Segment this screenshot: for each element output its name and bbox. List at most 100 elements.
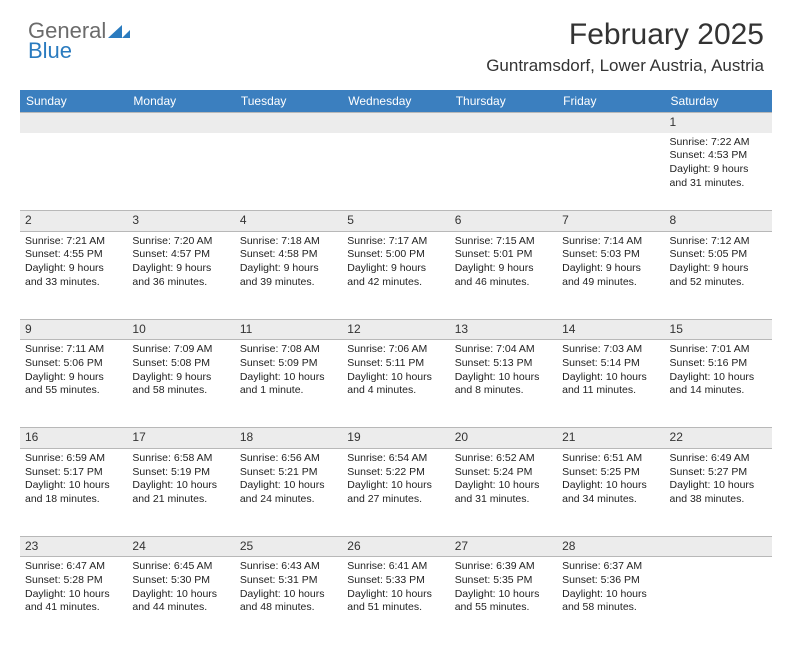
day-dl1: Daylight: 10 hours	[25, 479, 122, 493]
day-number	[235, 113, 342, 133]
day-number	[665, 536, 772, 557]
day-sunrise: Sunrise: 6:49 AM	[670, 452, 767, 466]
day-dl1: Daylight: 9 hours	[455, 262, 552, 276]
day-number: 20	[450, 428, 557, 449]
day-cell: Sunrise: 7:08 AMSunset: 5:09 PMDaylight:…	[235, 340, 342, 428]
day-dl2: and 14 minutes.	[670, 384, 767, 398]
day-sunrise: Sunrise: 6:41 AM	[347, 560, 444, 574]
day-cell: Sunrise: 6:43 AMSunset: 5:31 PMDaylight:…	[235, 557, 342, 645]
day-number: 2	[20, 211, 127, 232]
title-block: February 2025 Guntramsdorf, Lower Austri…	[486, 18, 764, 76]
day-sunrise: Sunrise: 6:56 AM	[240, 452, 337, 466]
day-dl1: Daylight: 9 hours	[347, 262, 444, 276]
day-cell: Sunrise: 7:21 AMSunset: 4:55 PMDaylight:…	[20, 231, 127, 319]
day-number: 1	[665, 113, 772, 133]
day-dl2: and 51 minutes.	[347, 601, 444, 615]
day-sunrise: Sunrise: 6:43 AM	[240, 560, 337, 574]
day-dl1: Daylight: 10 hours	[132, 588, 229, 602]
day-dl1: Daylight: 10 hours	[132, 479, 229, 493]
day-sunrise: Sunrise: 7:06 AM	[347, 343, 444, 357]
day-number: 8	[665, 211, 772, 232]
day-dl1: Daylight: 10 hours	[455, 479, 552, 493]
day-cell	[450, 133, 557, 211]
day-cell: Sunrise: 6:49 AMSunset: 5:27 PMDaylight:…	[665, 448, 772, 536]
day-sunrise: Sunrise: 6:59 AM	[25, 452, 122, 466]
day-dl2: and 41 minutes.	[25, 601, 122, 615]
day-cell: Sunrise: 6:59 AMSunset: 5:17 PMDaylight:…	[20, 448, 127, 536]
day-dl2: and 55 minutes.	[455, 601, 552, 615]
day-cell: Sunrise: 7:18 AMSunset: 4:58 PMDaylight:…	[235, 231, 342, 319]
day-number: 3	[127, 211, 234, 232]
day-cell	[127, 133, 234, 211]
day-cell: Sunrise: 6:56 AMSunset: 5:21 PMDaylight:…	[235, 448, 342, 536]
day-sunset: Sunset: 5:31 PM	[240, 574, 337, 588]
week-row: Sunrise: 7:21 AMSunset: 4:55 PMDaylight:…	[20, 231, 772, 319]
day-number: 17	[127, 428, 234, 449]
day-number: 26	[342, 536, 449, 557]
day-dl2: and 1 minute.	[240, 384, 337, 398]
day-sunset: Sunset: 5:17 PM	[25, 466, 122, 480]
day-dl1: Daylight: 10 hours	[455, 588, 552, 602]
day-dl1: Daylight: 9 hours	[562, 262, 659, 276]
day-cell: Sunrise: 7:17 AMSunset: 5:00 PMDaylight:…	[342, 231, 449, 319]
weekday-header: Wednesday	[342, 90, 449, 113]
day-sunrise: Sunrise: 6:58 AM	[132, 452, 229, 466]
day-sunset: Sunset: 5:22 PM	[347, 466, 444, 480]
logo-triangle-icon	[108, 22, 130, 38]
day-cell	[342, 133, 449, 211]
day-dl2: and 31 minutes.	[670, 177, 767, 191]
day-cell	[665, 557, 772, 645]
day-sunrise: Sunrise: 7:03 AM	[562, 343, 659, 357]
day-sunset: Sunset: 5:28 PM	[25, 574, 122, 588]
day-sunrise: Sunrise: 7:15 AM	[455, 235, 552, 249]
day-cell: Sunrise: 7:20 AMSunset: 4:57 PMDaylight:…	[127, 231, 234, 319]
day-dl1: Daylight: 9 hours	[670, 163, 767, 177]
day-number-row: 232425262728	[20, 536, 772, 557]
day-number: 11	[235, 319, 342, 340]
day-dl1: Daylight: 10 hours	[25, 588, 122, 602]
day-cell: Sunrise: 6:51 AMSunset: 5:25 PMDaylight:…	[557, 448, 664, 536]
day-number: 14	[557, 319, 664, 340]
header: General Blue February 2025 Guntramsdorf,…	[0, 0, 792, 84]
day-number: 13	[450, 319, 557, 340]
week-row: Sunrise: 7:11 AMSunset: 5:06 PMDaylight:…	[20, 340, 772, 428]
week-row: Sunrise: 7:22 AMSunset: 4:53 PMDaylight:…	[20, 133, 772, 211]
day-dl2: and 52 minutes.	[670, 276, 767, 290]
day-dl1: Daylight: 9 hours	[132, 371, 229, 385]
day-number	[127, 113, 234, 133]
day-dl2: and 36 minutes.	[132, 276, 229, 290]
day-dl1: Daylight: 9 hours	[670, 262, 767, 276]
day-cell	[557, 133, 664, 211]
day-cell: Sunrise: 6:39 AMSunset: 5:35 PMDaylight:…	[450, 557, 557, 645]
day-number: 12	[342, 319, 449, 340]
day-sunset: Sunset: 5:14 PM	[562, 357, 659, 371]
day-number: 27	[450, 536, 557, 557]
day-cell: Sunrise: 6:52 AMSunset: 5:24 PMDaylight:…	[450, 448, 557, 536]
day-number: 23	[20, 536, 127, 557]
day-dl2: and 33 minutes.	[25, 276, 122, 290]
day-sunset: Sunset: 5:33 PM	[347, 574, 444, 588]
day-cell: Sunrise: 7:15 AMSunset: 5:01 PMDaylight:…	[450, 231, 557, 319]
day-sunset: Sunset: 5:25 PM	[562, 466, 659, 480]
day-cell: Sunrise: 6:41 AMSunset: 5:33 PMDaylight:…	[342, 557, 449, 645]
day-dl2: and 4 minutes.	[347, 384, 444, 398]
day-sunset: Sunset: 5:11 PM	[347, 357, 444, 371]
day-sunset: Sunset: 5:19 PM	[132, 466, 229, 480]
weekday-header: Tuesday	[235, 90, 342, 113]
day-sunrise: Sunrise: 7:14 AM	[562, 235, 659, 249]
day-number: 7	[557, 211, 664, 232]
day-dl1: Daylight: 10 hours	[347, 479, 444, 493]
day-sunrise: Sunrise: 6:51 AM	[562, 452, 659, 466]
day-dl2: and 11 minutes.	[562, 384, 659, 398]
day-cell: Sunrise: 6:58 AMSunset: 5:19 PMDaylight:…	[127, 448, 234, 536]
day-cell: Sunrise: 7:09 AMSunset: 5:08 PMDaylight:…	[127, 340, 234, 428]
day-number: 19	[342, 428, 449, 449]
day-sunset: Sunset: 5:21 PM	[240, 466, 337, 480]
weekday-header: Thursday	[450, 90, 557, 113]
day-dl1: Daylight: 10 hours	[670, 479, 767, 493]
day-sunrise: Sunrise: 6:47 AM	[25, 560, 122, 574]
day-dl2: and 55 minutes.	[25, 384, 122, 398]
day-number: 25	[235, 536, 342, 557]
location-text: Guntramsdorf, Lower Austria, Austria	[486, 56, 764, 76]
day-number	[557, 113, 664, 133]
